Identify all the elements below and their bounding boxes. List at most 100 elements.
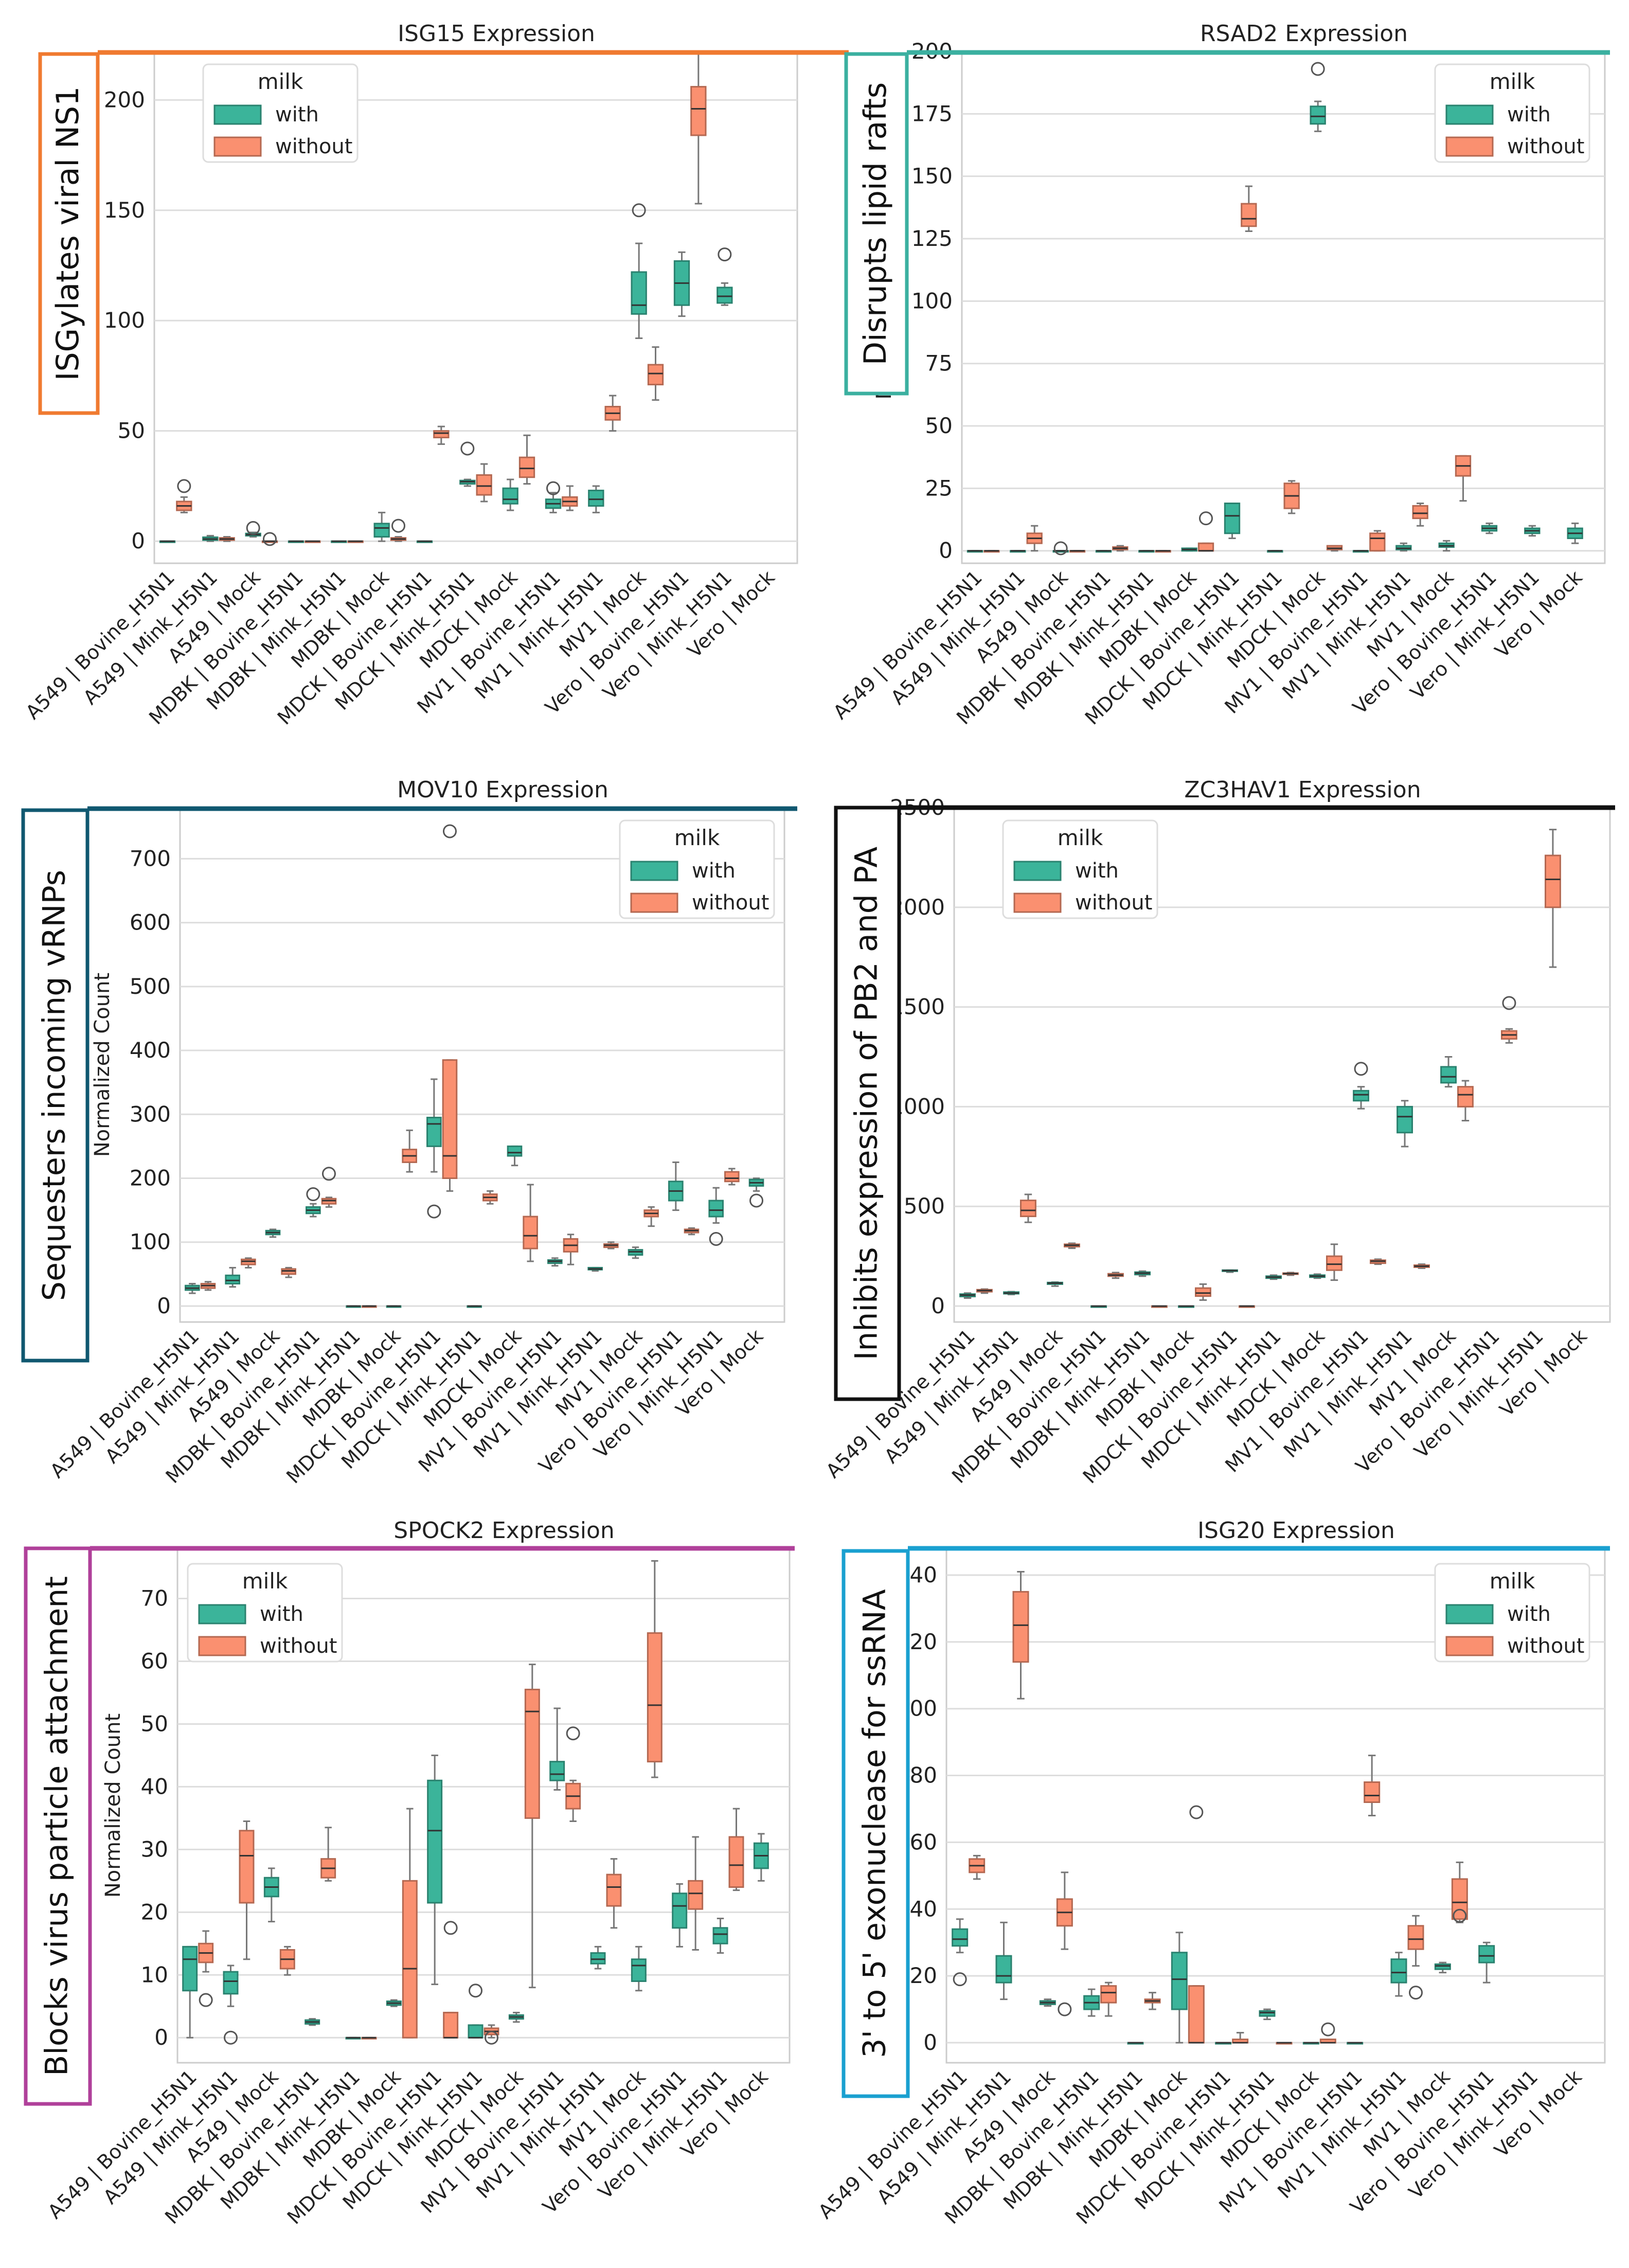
box-without-2 [239,1820,255,1960]
box-with-6 [386,1305,402,1308]
box-body [1478,1945,1495,1963]
box-without-6 [390,519,407,542]
box-without-4 [321,1167,337,1208]
outlier-point [321,1167,336,1181]
box-with-11 [1397,1100,1413,1148]
legend-label-without: without [260,1634,337,1658]
box-with-8 [468,1984,484,2039]
box-with-2 [225,1266,241,1288]
y-tick-label: 50 [118,418,145,443]
box-without-8 [484,2024,499,2045]
legend-label-without: without [692,891,769,915]
box-body [1195,1287,1211,1297]
box-with-3 [263,1867,279,1923]
box-without-14 [1545,829,1561,968]
outlier-point [306,1187,320,1202]
legend: milk with without [187,1563,343,1663]
y-tick-label: 100 [104,308,145,333]
box-without-13 [690,50,707,205]
box-body [712,1927,728,1944]
box-without-3 [281,1266,296,1278]
outlier-point [443,1921,458,1935]
box-without-11 [1412,503,1428,527]
annotation-box [21,808,89,1363]
y-tick-label: 150 [104,198,145,223]
box-without-6 [1188,1805,1205,2044]
box-body [647,1632,663,1763]
box-without-6 [402,1808,418,2039]
annotation-box [842,1549,910,2098]
legend-swatch-without [213,136,262,157]
box-with-14 [712,1918,728,1954]
box-body [717,287,733,304]
legend-swatch-without [198,1636,246,1656]
box-with-11 [1390,1952,1407,1997]
box-without-6 [402,1129,417,1173]
legend-swatch-without [1445,1636,1494,1656]
legend-swatch-with [213,104,262,125]
box-without-12 [647,346,664,401]
box-without-14 [728,1808,744,1891]
outlier-point [263,532,277,546]
box-body [1353,1090,1370,1102]
box-with-10 [547,1257,563,1267]
outlier-point [1058,2002,1072,2016]
legend-label-without: without [1507,135,1584,158]
outlier-point [246,521,260,535]
y-tick-label: 150 [911,164,953,189]
box-body [1012,1591,1029,1663]
box-body [995,1955,1012,1984]
box-without-3 [1064,1242,1080,1249]
outlier-point [1189,1805,1204,1819]
box-body [1407,1925,1424,1950]
legend-label-with: with [1507,1602,1551,1626]
box-without-10 [1370,1258,1386,1265]
box-with-1 [966,550,983,553]
box-with-7 [426,1078,442,1219]
box-with-1 [952,1918,969,1987]
box-with-7 [1222,1269,1239,1273]
box-without-1 [200,1281,216,1291]
box-without-4 [1112,545,1129,552]
box-body [468,2024,484,2039]
box-with-8 [1259,2008,1276,2021]
y-tick-label: 40 [141,1774,168,1799]
box-body [426,1116,442,1147]
box-with-12 [631,1945,647,1992]
y-tick-label: 75 [925,351,953,376]
box-with-14 [708,1187,724,1246]
box-with-8 [467,1305,482,1308]
y-tick-label: 125 [911,226,953,251]
legend: milk with without [619,819,775,919]
box-body [1369,532,1386,552]
box-body [952,1928,969,1947]
outlier-point [427,1204,441,1219]
box-without-9 [518,434,535,485]
y-tick-label: 80 [910,1763,937,1788]
box-with-15 [1567,522,1583,544]
box-with-5 [345,2037,361,2040]
box-body [549,1761,565,1781]
outlier-point [1311,62,1325,76]
box-body [1100,1985,1117,2004]
annotation-box [24,1546,92,2106]
box-with-7 [416,540,433,543]
box-without-10 [1364,1755,1381,1816]
box-without-4 [320,1827,336,1882]
box-body [631,271,647,315]
outlier-point [953,1972,967,1987]
box-body [1434,1963,1451,1970]
outlier-point [469,1984,483,1998]
annotation-box [834,806,901,1401]
box-without-12 [1451,1861,1468,1923]
box-with-3 [1052,541,1069,556]
y-tick-label: 20 [910,1963,937,1988]
box-with-7 [1224,503,1241,539]
box-without-5 [1151,1305,1168,1308]
box-without-12 [647,1560,663,1778]
y-tick-label: 10 [141,1962,168,1987]
box-with-9 [1310,62,1326,132]
box-body [239,1830,255,1904]
y-axis-label: Normalized Count [101,1713,125,1898]
outlier-point [1453,1908,1467,1923]
